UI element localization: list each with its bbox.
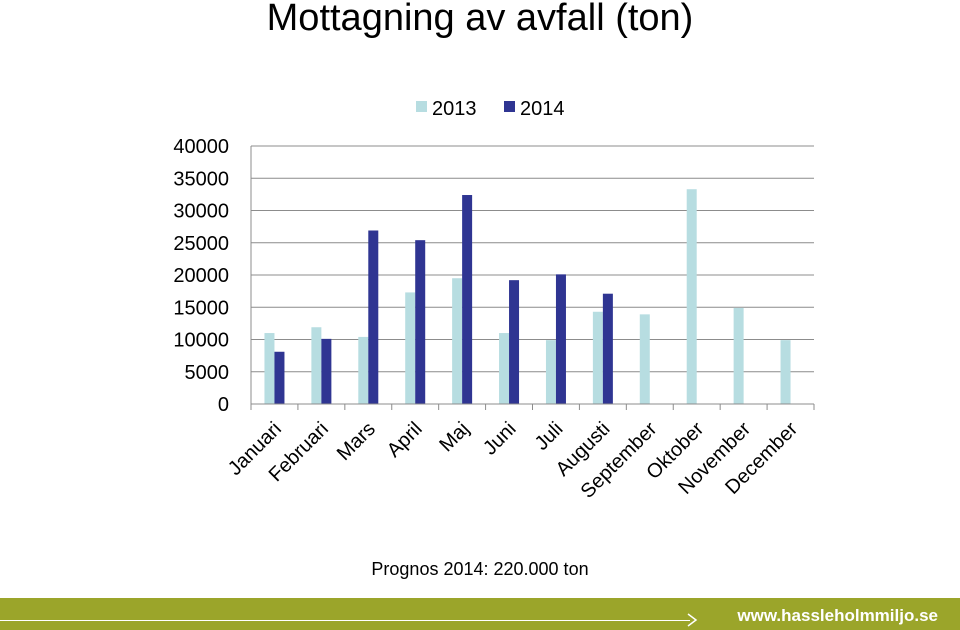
x-axis <box>250 403 815 410</box>
bar-2014-januari <box>274 351 285 404</box>
bar-2013-februari <box>311 327 322 404</box>
bar-2013-april <box>405 292 416 404</box>
website-url[interactable]: www.hassleholmmiljo.se <box>737 606 938 625</box>
bar-2014-februari <box>321 338 332 404</box>
bar-2014-maj <box>462 195 473 404</box>
y-tick-label: 10000 <box>173 330 229 352</box>
legend-label-2013: 2013 <box>432 98 477 120</box>
legend-swatch-2014 <box>504 101 515 112</box>
x-tick-label: Juni <box>479 418 521 460</box>
bar-2013-maj <box>452 278 463 404</box>
bar-2014-juli <box>555 274 566 404</box>
bar-2013-november <box>733 307 744 404</box>
bar-2014-april <box>415 240 426 404</box>
forecast-note: Prognos 2014: 220.000 ton <box>371 559 589 579</box>
y-tick-label: 25000 <box>173 233 229 255</box>
bar-2013-juli <box>545 340 556 404</box>
y-tick-label: 5000 <box>185 362 230 384</box>
x-tick-label: Mars <box>333 418 380 465</box>
y-tick-label: 15000 <box>173 297 229 319</box>
arrow-right-icon <box>687 613 698 627</box>
footer-bar <box>0 598 960 630</box>
y-tick-label: 30000 <box>173 201 229 223</box>
bars <box>264 189 791 404</box>
bar-2014-mars <box>368 230 379 404</box>
legend-swatch-2013 <box>416 101 427 112</box>
bar-2013-juni <box>499 333 510 404</box>
x-tick-label: Maj <box>435 418 473 456</box>
gridlines <box>250 145 814 404</box>
bar-2013-mars <box>358 336 369 404</box>
legend-label-2014: 2014 <box>520 98 565 120</box>
bar-2013-december <box>780 340 791 404</box>
chart-title: Mottagning av avfall (ton) <box>266 0 694 39</box>
legend: 2013 2014 <box>416 98 565 120</box>
y-axis-ticks: 0 5000 10000 15000 20000 25000 30000 35000 40000 <box>173 136 229 416</box>
bar-2013-januari <box>264 333 275 404</box>
bar-2013-oktober <box>686 189 697 404</box>
bar-2014-juni <box>509 280 520 404</box>
y-tick-label: 0 <box>218 394 229 416</box>
bar-chart: 0 5000 10000 15000 20000 25000 30000 35000 40000… <box>173 98 815 503</box>
bar-2013-augusti <box>592 311 603 404</box>
bar-2014-augusti <box>602 293 613 404</box>
y-tick-label: 20000 <box>173 265 229 287</box>
x-tick-label: April <box>383 418 427 462</box>
footer-divider <box>0 620 690 621</box>
x-tick-label: Juli <box>531 418 568 455</box>
bar-2013-september <box>639 314 650 404</box>
y-tick-label: 35000 <box>173 168 229 190</box>
y-tick-label: 40000 <box>173 136 229 158</box>
